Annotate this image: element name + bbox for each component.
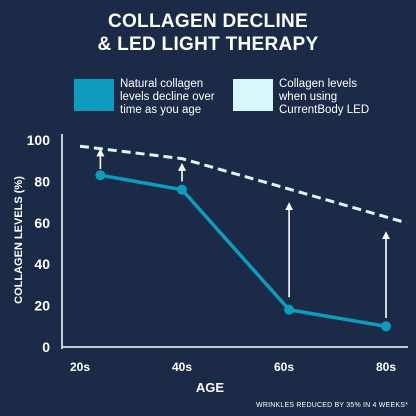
x-axis-title: AGE	[196, 380, 225, 395]
legend-line: levels decline over	[120, 91, 215, 103]
x-tick-label: 60s	[274, 360, 294, 374]
natural-series-point	[284, 304, 295, 315]
footnote: WRINKLES REDUCED BY 35% IN 4 WEEKS*	[256, 402, 408, 409]
natural-series-point	[177, 184, 187, 195]
y-axis-title: COLLAGEN LEVELS (%)	[13, 176, 25, 304]
y-tick-label: 40	[34, 256, 50, 272]
legend-line: time as you age	[120, 104, 202, 116]
chart-title-line-1: COLLAGEN DECLINE	[107, 11, 309, 32]
legend-text-natural: Natural collagen levels decline over tim…	[120, 78, 215, 117]
y-tick-label: 100	[27, 132, 51, 148]
y-tick-label: 80	[34, 173, 50, 189]
natural-series-point	[95, 170, 106, 181]
y-tick-label: 20	[34, 298, 50, 314]
legend-text-led: Collagen levels when using CurrentBody L…	[279, 78, 369, 117]
x-tick-label: 40s	[172, 360, 192, 374]
x-tick-label: 80s	[376, 360, 396, 374]
legend-swatch-natural	[74, 79, 114, 111]
y-tick-label: 0	[42, 339, 50, 355]
legend-swatch-led	[233, 79, 273, 111]
legend-line: Natural collagen	[120, 78, 204, 90]
legend-line: when using	[279, 91, 338, 103]
natural-series-line	[100, 173, 387, 329]
y-tick-label: 60	[34, 215, 50, 231]
led-series-line	[79, 144, 407, 225]
natural-series-point	[381, 321, 391, 332]
legend-line: Collagen levels	[279, 78, 357, 90]
chart-title-line-2: & LED LIGHT THERAPY	[97, 34, 319, 55]
x-tick-label: 20s	[70, 360, 90, 374]
legend-line: CurrentBody LED	[279, 104, 370, 116]
